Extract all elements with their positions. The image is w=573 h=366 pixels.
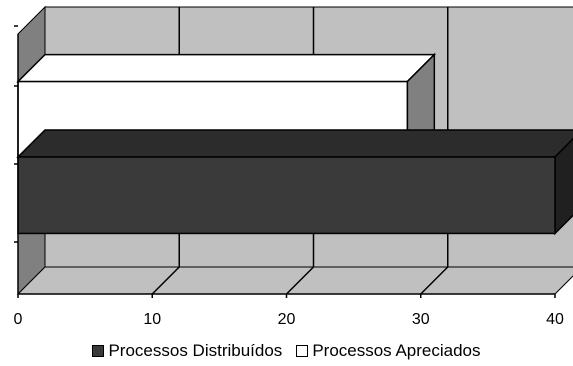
gridline-floor <box>420 266 449 295</box>
legend-swatch-apreciados <box>296 345 309 357</box>
legend-item-apreciados: Processos Apreciados <box>296 341 481 361</box>
legend-label-distribuidos: Processos Distribuídos <box>108 341 283 360</box>
bar-top-processos-distribuidos <box>16 129 573 158</box>
x-tick-label: 0 <box>14 311 23 328</box>
legend-item-distribuidos: Processos Distribuídos <box>92 341 282 361</box>
floor <box>16 266 573 295</box>
legend-swatch-distribuidos <box>92 345 105 357</box>
bar-processos-distribuidos <box>17 156 556 235</box>
legend: Processos Distribuídos Processos Aprecia… <box>0 338 573 364</box>
gridline-floor <box>151 266 180 295</box>
x-tick-label: 30 <box>412 311 430 328</box>
chart-area: 0 10 20 30 40 <box>14 5 573 328</box>
x-tick-label: 40 <box>546 311 564 328</box>
chart-bars <box>16 52 573 236</box>
x-axis: 0 10 20 30 40 <box>14 25 564 328</box>
x-tick-label: 10 <box>143 311 161 328</box>
x-tick-label: 20 <box>278 311 296 328</box>
legend-label-apreciados: Processos Apreciados <box>312 341 481 360</box>
gridline-floor <box>285 266 315 295</box>
bar-top-processos-apreciados <box>16 53 437 83</box>
